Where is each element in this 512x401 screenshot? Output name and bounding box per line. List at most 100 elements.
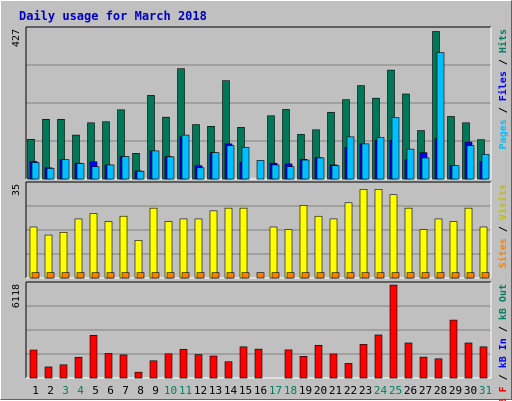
bar-sites — [406, 272, 415, 279]
x-tick-label: 5 — [92, 384, 99, 397]
legend-entry: / — [498, 220, 509, 238]
bar-kb — [119, 354, 128, 379]
bar-kb — [209, 355, 218, 379]
bar-visits — [479, 226, 488, 279]
bar-sites — [361, 272, 370, 279]
bar-sites — [346, 272, 355, 279]
bar-visits — [179, 218, 188, 279]
bar-sites — [196, 272, 205, 279]
bar-kb — [59, 364, 68, 379]
bar-visits — [29, 226, 38, 279]
x-tick-label: 15 — [239, 384, 252, 397]
bar-pages — [76, 163, 85, 180]
bar-kb — [374, 334, 383, 379]
bar-visits — [449, 221, 458, 279]
bar-pages — [406, 148, 415, 180]
bar-pages — [46, 168, 55, 180]
bar-pages — [466, 145, 475, 180]
bar-visits — [314, 215, 323, 279]
bar-visits — [104, 221, 113, 279]
legend-entry: Hits — [497, 29, 509, 53]
bar-kb — [254, 348, 263, 379]
bar-visits — [329, 218, 338, 279]
bar-pages — [61, 159, 70, 180]
bar-pages — [391, 117, 400, 180]
bar-visits — [389, 194, 398, 279]
max-label: 6118 — [11, 284, 22, 308]
bar-pages — [106, 164, 115, 180]
bar-kb — [449, 319, 458, 379]
x-tick-label: 31 — [479, 384, 492, 397]
bar-kb — [74, 356, 83, 379]
bar-kb — [284, 349, 293, 379]
x-tick-label: 8 — [137, 384, 144, 397]
bar-sites — [481, 272, 490, 279]
bar-visits — [239, 207, 248, 279]
bar-kb — [29, 349, 38, 379]
bar-kb — [44, 366, 53, 379]
bar-visits — [434, 218, 443, 279]
series-legend: Pages / Files / Hits — [497, 29, 509, 149]
bar-pages — [331, 165, 340, 180]
bar-pages — [31, 162, 40, 180]
bar-pages — [301, 159, 310, 180]
bar-pages — [241, 147, 250, 180]
x-tick-label: 29 — [449, 384, 462, 397]
bar-visits — [59, 232, 68, 279]
x-tick-label: 16 — [254, 384, 267, 397]
legend-entry: / — [498, 53, 509, 71]
bar-pages — [136, 170, 145, 180]
bar-pages — [166, 156, 175, 180]
x-tick-label: 14 — [224, 384, 238, 397]
bar-visits — [224, 207, 233, 279]
bar-sites — [436, 272, 445, 279]
x-tick-label: 9 — [152, 384, 159, 397]
x-tick-label: 11 — [179, 384, 192, 397]
bar-sites — [271, 272, 280, 279]
bar-sites — [451, 272, 460, 279]
series-legend: kB F / kB In / kB Out — [498, 284, 509, 401]
x-tick-label: 7 — [122, 384, 129, 397]
bar-sites — [421, 272, 430, 279]
bar-pages — [181, 134, 190, 180]
x-tick-label: 22 — [344, 384, 357, 397]
bar-sites — [76, 272, 85, 279]
legend-entry: / — [498, 101, 509, 119]
bar-pages — [361, 143, 370, 180]
bar-sites — [211, 272, 220, 279]
x-tick-label: 10 — [164, 384, 177, 397]
bar-visits — [89, 213, 98, 279]
bar-visits — [209, 210, 218, 279]
legend-entry: / — [498, 320, 509, 338]
x-tick-label: 30 — [464, 384, 477, 397]
x-tick-label: 3 — [62, 384, 69, 397]
bar-sites — [91, 272, 100, 279]
bar-kb — [359, 344, 368, 379]
bar-kb — [404, 342, 413, 379]
bar-kb — [89, 334, 98, 379]
bar-kb — [389, 284, 398, 379]
bar-sites — [256, 272, 265, 279]
bar-pages — [271, 164, 280, 180]
x-tick-label: 25 — [389, 384, 402, 397]
bar-kb — [299, 356, 308, 379]
bar-pages — [211, 152, 220, 180]
bar-visits — [344, 202, 353, 279]
x-tick-label: 2 — [47, 384, 54, 397]
bar-kb — [329, 353, 338, 379]
bar-sites — [151, 272, 160, 279]
bar-kb — [434, 358, 443, 379]
legend-entry: Sites — [497, 238, 509, 268]
bar-visits — [74, 218, 83, 279]
legend-entry: kB Out — [498, 284, 509, 320]
series-legend: Sites / Visits — [497, 184, 509, 268]
bar-pages — [91, 166, 100, 180]
bar-visits — [299, 205, 308, 279]
bar-kb — [419, 356, 428, 379]
bar-visits — [269, 226, 278, 279]
bar-pages — [421, 157, 430, 180]
bar-visits — [119, 215, 128, 279]
legend-entry: Visits — [497, 184, 509, 220]
bar-sites — [61, 272, 70, 279]
